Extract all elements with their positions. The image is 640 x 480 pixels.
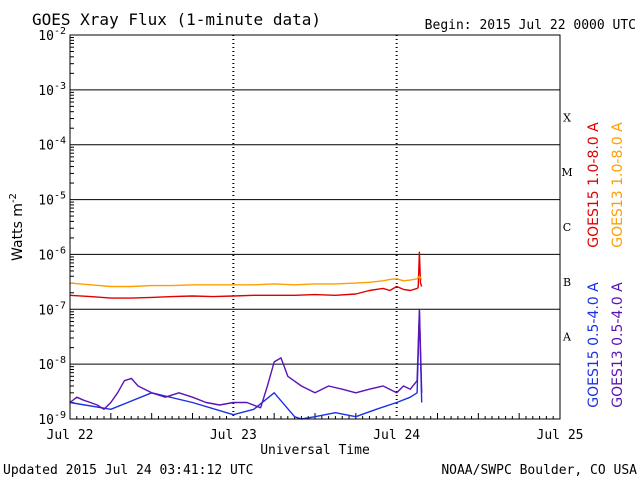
- series-line-2: [69, 275, 423, 288]
- legend: GOES15 1.0-8.0 A GOES13 1.0-8.0 A GOES15 0…: [586, 122, 626, 408]
- updated-timestamp: Updated 2015 Jul 24 03:41:12 UTC: [3, 463, 253, 478]
- y-tick-label: 10-9: [38, 410, 66, 428]
- y-axis-label-text: Watts m: [10, 203, 26, 261]
- y-tick-label: 10-2: [38, 26, 66, 44]
- chart-title: GOES Xray Flux (1-minute data): [32, 10, 321, 29]
- x-tick-label: Jul 24: [373, 428, 420, 443]
- legend-entry: GOES13 1.0-8.0 A: [610, 122, 626, 248]
- x-tick-label: Jul 23: [210, 428, 257, 443]
- y-axis-label-exponent: -2: [8, 193, 19, 203]
- y-tick-label: 10-7: [38, 300, 66, 318]
- series-line-3: [69, 311, 423, 420]
- y-tick-label: 10-6: [38, 245, 66, 263]
- y-tick-label: 10-4: [38, 136, 66, 154]
- data-series: [69, 251, 423, 420]
- flare-class-label: B: [563, 276, 571, 289]
- series-line-4: [69, 308, 423, 410]
- plot-frame: [69, 34, 561, 420]
- legend-entry: GOES13 0.5-4.0 A: [610, 282, 626, 408]
- x-tick-label: Jul 25: [537, 428, 584, 443]
- credit-label: NOAA/SWPC Boulder, CO USA: [441, 463, 637, 478]
- flare-class-label: X: [563, 111, 571, 124]
- y-tick-label: 10-8: [38, 355, 66, 373]
- x-tick-label: Jul 22: [47, 428, 94, 443]
- y-tick-label: 10-5: [38, 191, 66, 209]
- flare-class-label: C: [563, 221, 571, 234]
- series-line-1: [69, 251, 423, 299]
- x-axis-label: Universal Time: [260, 443, 370, 458]
- grid-lines: [70, 34, 560, 420]
- flare-class-label: A: [562, 331, 572, 344]
- begin-date: Begin: 2015 Jul 22 0000 UTC: [425, 18, 636, 33]
- y-tick-label: 10-3: [38, 81, 66, 99]
- flare-class-label: M: [561, 166, 572, 179]
- y-axis-label: Watts m-2: [8, 193, 26, 261]
- legend-entry: GOES15 1.0-8.0 A: [586, 122, 602, 248]
- legend-entry: GOES15 0.5-4.0 A: [586, 282, 602, 408]
